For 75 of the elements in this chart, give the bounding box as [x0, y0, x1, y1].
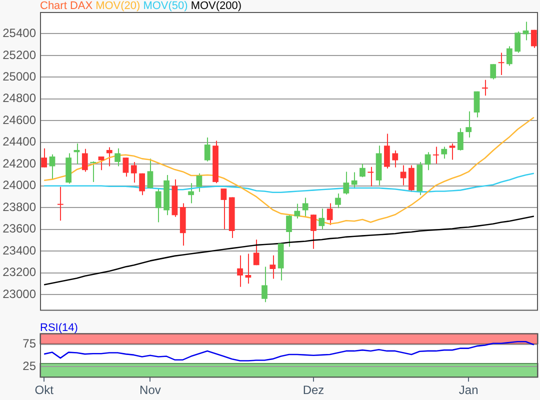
candlestick: [114, 148, 120, 167]
y-tick-label: 23000: [2, 286, 36, 301]
candlestick: [302, 197, 308, 218]
candlestick: [286, 214, 292, 248]
candlestick: [343, 171, 350, 196]
candlestick: [424, 152, 431, 171]
candlestick: [188, 182, 194, 204]
y-tick-label: 24200: [2, 156, 36, 170]
y-tick-label: 75: [22, 336, 36, 351]
candlestick: [360, 163, 366, 178]
x-tick-label: Okt: [34, 383, 54, 398]
candlestick: [433, 146, 439, 164]
text: MOV(200): [190, 0, 242, 12]
candlestick: [368, 166, 374, 187]
y-tick-label: 23200: [2, 265, 36, 280]
candlestick: [449, 142, 456, 160]
y-tick-label: 23800: [2, 200, 36, 214]
candlestick: [466, 110, 472, 138]
candlestick: [514, 31, 521, 54]
candlestick: [147, 158, 154, 190]
candlestick: [522, 21, 529, 41]
x-tick-label: Nov: [140, 383, 161, 398]
candlestick: [41, 148, 48, 168]
y-tick-label: 23400: [2, 243, 36, 258]
text: MOV(20): [96, 0, 140, 12]
candlestick: [530, 29, 537, 48]
candlestick: [474, 90, 480, 118]
x-tick-label: Jan: [458, 383, 478, 398]
candlestick: [441, 146, 448, 160]
candlestick: [57, 186, 64, 222]
y-tick-label: 25400: [2, 26, 36, 40]
candlestick: [139, 172, 145, 196]
candlestick: [220, 188, 227, 230]
candlestick: [310, 214, 316, 250]
candlestick: [245, 253, 252, 284]
candlestick: [318, 208, 325, 230]
candlestick: [262, 266, 268, 303]
candlestick: [408, 164, 414, 192]
y-tick-label: 24800: [2, 91, 36, 106]
y-tick-label: 24600: [2, 112, 36, 127]
series-label: RSI(14): [40, 322, 78, 334]
y-tick-label: 23600: [2, 222, 36, 236]
y-tick-label: 24400: [2, 134, 36, 149]
candlestick: [326, 202, 333, 226]
y-tick-label: 24000: [2, 178, 36, 192]
candlestick: [490, 64, 496, 80]
candlestick: [458, 128, 464, 152]
candlestick: [82, 148, 88, 172]
candlestick: [122, 157, 129, 178]
candlestick: [270, 254, 276, 280]
candlestick: [90, 160, 96, 183]
candlestick: [294, 203, 300, 219]
candlestick: [130, 161, 137, 184]
candlestick: [49, 154, 56, 180]
candlestick: [237, 254, 243, 288]
candlestick: [155, 188, 162, 223]
candlestick: [106, 146, 112, 167]
y-tick-label: 25: [22, 358, 36, 373]
candlestick: [498, 52, 504, 76]
candlestick: [98, 156, 104, 171]
candlestick: [196, 172, 202, 192]
text: MOV(50): [143, 0, 188, 12]
candlestick: [253, 239, 260, 266]
candlestick: [351, 172, 358, 190]
candlestick: [482, 79, 488, 96]
chart-title: Chart DAX: [40, 0, 93, 12]
candlestick: [384, 133, 390, 169]
y-tick-label: 25000: [2, 70, 36, 84]
candlestick: [204, 136, 210, 162]
candlestick: [335, 192, 341, 209]
candlestick: [392, 150, 398, 168]
x-tick-label: Dez: [302, 383, 324, 398]
candlestick: [400, 164, 406, 186]
candlestick: [506, 46, 512, 66]
y-tick-label: 25200: [2, 48, 36, 62]
